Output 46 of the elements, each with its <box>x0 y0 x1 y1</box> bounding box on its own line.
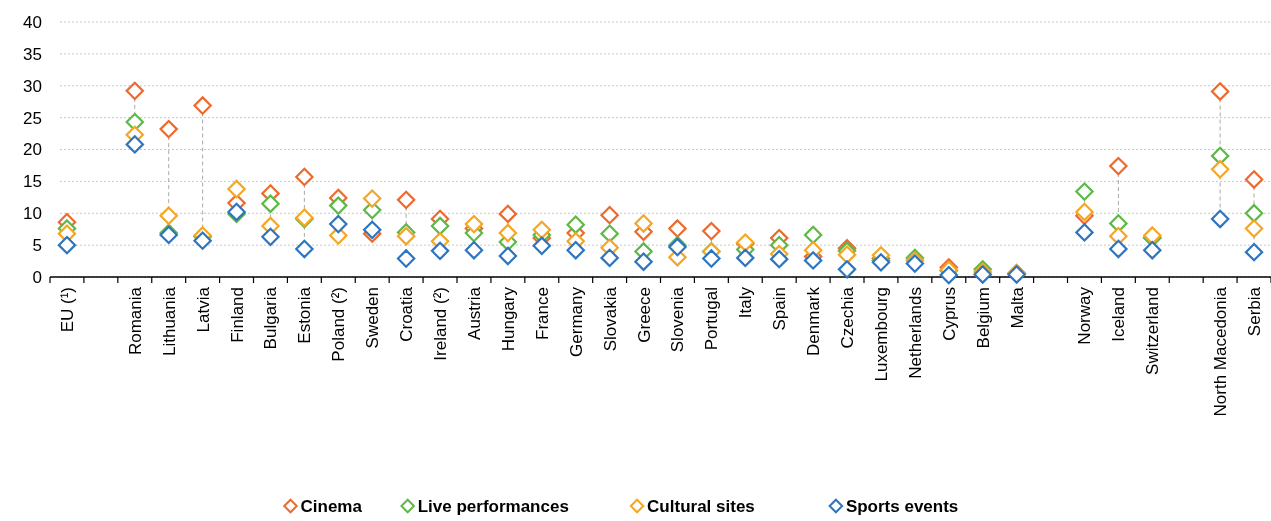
x-tick-label: Hungary <box>498 286 518 352</box>
x-tick-label: Malta <box>1007 286 1027 329</box>
x-tick-label: North Macedonia <box>1211 286 1231 417</box>
x-tick-label: Spain <box>770 287 790 331</box>
x-tick-label: Switzerland <box>1143 287 1163 375</box>
y-tick-label: 20 <box>23 140 42 160</box>
x-tick-label: Slovakia <box>600 286 620 352</box>
y-tick-label: 5 <box>32 236 42 256</box>
x-tick-label: Italy <box>736 286 756 319</box>
legend-label: Live performances <box>417 497 569 516</box>
x-tick-label: Norway <box>1075 286 1095 345</box>
legend-label: Sports events <box>845 497 959 516</box>
x-tick-label: Croatia <box>397 286 417 342</box>
x-tick-label: Bulgaria <box>261 286 281 350</box>
x-tick-label: Luxembourg <box>871 287 891 382</box>
y-tick-label: 25 <box>23 108 42 128</box>
x-tick-label: Belgium <box>973 287 993 349</box>
x-tick-label: Ireland (²) <box>431 287 451 361</box>
x-tick-label: Germany <box>566 286 586 357</box>
legend-label: Cultural sites <box>647 497 755 516</box>
y-tick-label: 15 <box>23 172 42 192</box>
y-tick-label: 0 <box>32 267 42 287</box>
x-tick-label: Estonia <box>295 286 315 344</box>
y-tick-label: 10 <box>23 204 42 224</box>
x-tick-label: Lithuania <box>159 286 179 357</box>
x-tick-label: Austria <box>464 286 484 340</box>
y-tick-label: 30 <box>23 76 42 96</box>
x-tick-label: Serbia <box>1245 286 1265 337</box>
x-tick-label: Iceland <box>1109 287 1129 342</box>
x-tick-label: Poland (²) <box>329 287 349 362</box>
x-tick-label: Greece <box>634 287 654 343</box>
x-tick-label: Czechia <box>838 286 858 349</box>
legend-label: Cinema <box>300 497 363 516</box>
x-tick-label: Latvia <box>193 286 213 333</box>
x-tick-label: Denmark <box>804 286 824 356</box>
y-tick-label: 40 <box>23 12 42 32</box>
x-tick-label: EU (¹) <box>57 287 77 333</box>
y-tick-label: 35 <box>23 44 42 64</box>
x-tick-label: Netherlands <box>905 287 925 379</box>
x-tick-label: Slovenia <box>668 286 688 353</box>
x-tick-label: Cyprus <box>939 287 959 341</box>
x-tick-label: Finland <box>227 287 247 343</box>
x-tick-label: Portugal <box>702 287 722 351</box>
x-tick-label: France <box>532 287 552 340</box>
x-tick-label: Sweden <box>363 287 383 349</box>
x-tick-label: Romania <box>125 286 145 356</box>
